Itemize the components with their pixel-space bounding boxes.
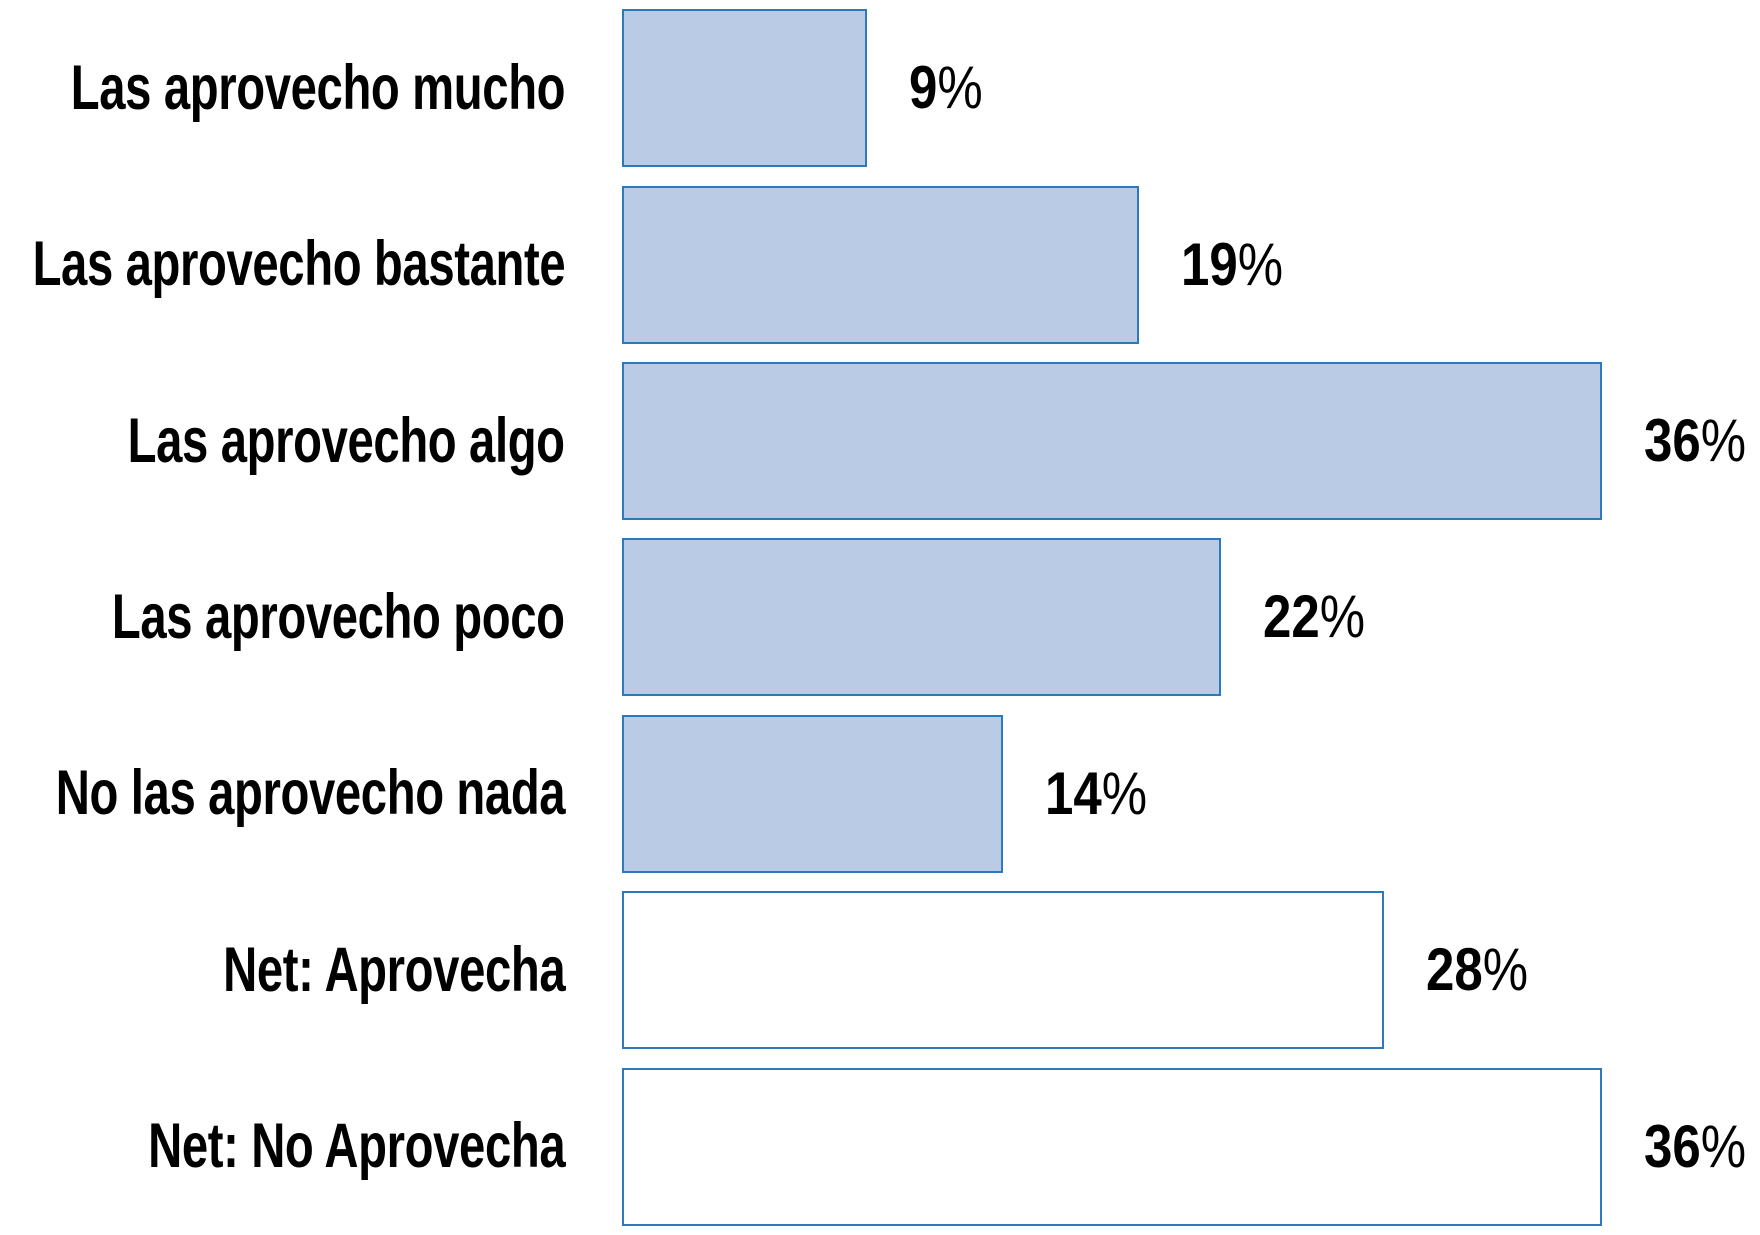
- percent-sign: %: [1482, 936, 1529, 1004]
- percent-sign: %: [1700, 1112, 1747, 1180]
- bar-area: 22%: [622, 538, 1760, 697]
- percent-sign: %: [1237, 230, 1284, 298]
- value-label: 19%: [1181, 234, 1283, 295]
- value-number: 36: [1644, 407, 1701, 475]
- category-label: Las aprovecho bastante: [32, 229, 565, 300]
- category-label: Las aprovecho mucho: [70, 52, 566, 123]
- value-label: 28%: [1426, 940, 1528, 1000]
- percent-sign: %: [1700, 407, 1747, 475]
- bar-filled: [622, 714, 1003, 873]
- value-number: 36: [1644, 1112, 1701, 1180]
- chart-row: Las aprovecho bastante 19%: [0, 176, 1760, 352]
- chart-row: Las aprovecho algo 36%: [0, 353, 1760, 529]
- category-label-cell: No las aprovecho nada: [0, 758, 566, 829]
- percent-sign: %: [1319, 583, 1366, 651]
- chart-row: Net: No Aprovecha 36%: [0, 1059, 1760, 1235]
- bar-area: 19%: [622, 185, 1760, 344]
- bar-filled: [622, 538, 1221, 697]
- category-label-cell: Las aprovecho algo: [0, 405, 565, 476]
- chart-row: Net: Aprovecha 28%: [0, 882, 1760, 1058]
- bar-area: 14%: [622, 714, 1760, 873]
- category-label-cell: Las aprovecho mucho: [0, 52, 566, 123]
- percent-sign: %: [937, 54, 983, 122]
- value-label: 22%: [1263, 587, 1365, 647]
- chart-row: No las aprovecho nada 14%: [0, 706, 1760, 882]
- value-label: 14%: [1045, 763, 1147, 824]
- bar-outline: [622, 891, 1384, 1050]
- category-label: Las aprovecho poco: [112, 581, 565, 652]
- value-number: 9: [909, 54, 938, 122]
- value-number: 22: [1263, 583, 1320, 651]
- bar-area: 36%: [622, 362, 1760, 521]
- value-number: 28: [1426, 936, 1483, 1004]
- bar-filled: [622, 9, 867, 168]
- category-label: No las aprovecho nada: [55, 758, 566, 829]
- bar-filled: [622, 185, 1139, 344]
- bar-area: 28%: [622, 891, 1760, 1050]
- category-label: Net: No Aprovecha: [147, 1111, 566, 1182]
- category-label: Net: Aprovecha: [222, 934, 566, 1005]
- value-label: 36%: [1644, 411, 1746, 471]
- value-label: 36%: [1644, 1116, 1746, 1177]
- chart-row: Las aprovecho poco 22%: [0, 529, 1760, 705]
- value-label: 9%: [909, 58, 983, 118]
- bar-area: 9%: [622, 9, 1760, 168]
- category-label-cell: Net: No Aprovecha: [0, 1111, 566, 1182]
- bar-filled: [622, 362, 1602, 521]
- value-number: 19: [1181, 230, 1238, 298]
- chart-row: Las aprovecho mucho 9%: [0, 0, 1760, 176]
- percent-sign: %: [1101, 759, 1148, 827]
- bar-outline: [622, 1067, 1602, 1226]
- value-number: 14: [1045, 759, 1102, 827]
- category-label: Las aprovecho algo: [127, 405, 565, 476]
- bar-area: 36%: [622, 1067, 1760, 1226]
- category-label-cell: Net: Aprovecha: [0, 934, 566, 1005]
- category-label-cell: Las aprovecho bastante: [0, 233, 565, 296]
- category-label-cell: Las aprovecho poco: [0, 581, 565, 652]
